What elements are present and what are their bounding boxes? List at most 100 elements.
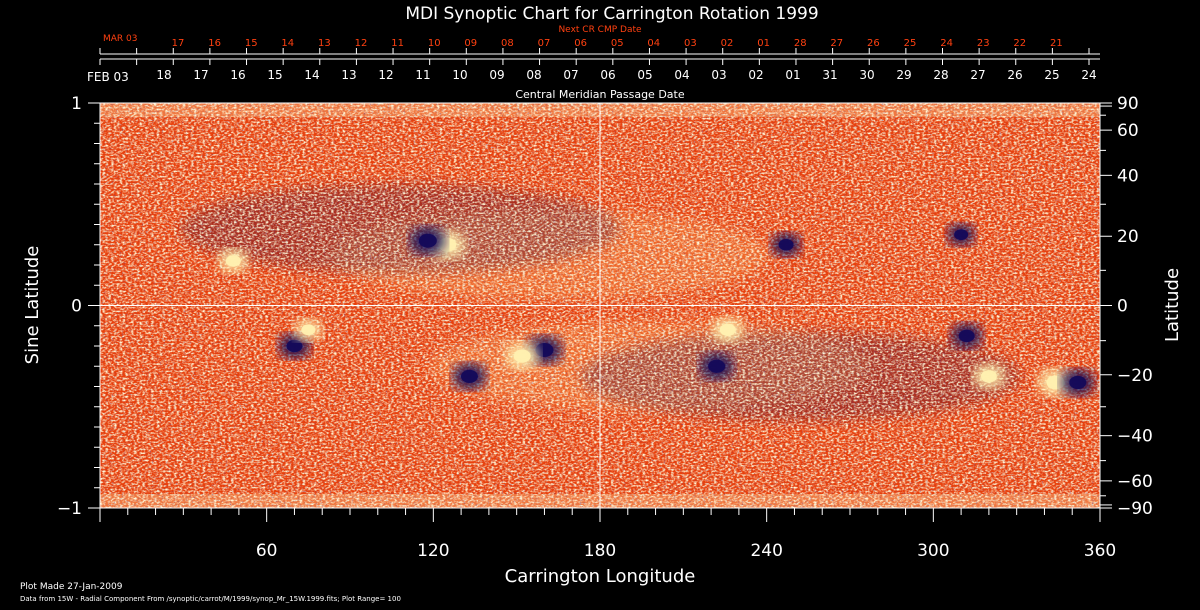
y-axis-right: 90 60 40 20 0 −20 −40 −60 −90 — [1100, 94, 1153, 519]
inner-day-label: 16 — [230, 68, 245, 82]
outer-day-label: 09 — [464, 38, 477, 49]
active-region-core — [460, 369, 478, 383]
inner-day-label: 25 — [1044, 68, 1059, 82]
active-region-core — [958, 329, 975, 343]
active-region-core — [513, 349, 531, 363]
inner-day-label: 05 — [637, 68, 652, 82]
inner-day-label: 09 — [489, 68, 504, 82]
y-right-tick-label: 40 — [1117, 166, 1139, 186]
inner-day-label: 02 — [748, 68, 763, 82]
outer-day-label: 23 — [977, 38, 990, 49]
inner-day-label: 08 — [526, 68, 541, 82]
outer-day-label: 12 — [355, 38, 368, 49]
inner-day-label: 14 — [304, 68, 319, 82]
x-tick-label: 120 — [417, 541, 449, 561]
outer-day-label: 16 — [208, 38, 221, 49]
inner-day-label: 15 — [267, 68, 282, 82]
inner-day-label: 29 — [896, 68, 911, 82]
outer-day-label: 08 — [501, 38, 514, 49]
x-axis-title: Carrington Longitude — [505, 566, 696, 587]
outer-day-label: 24 — [940, 38, 953, 49]
outer-day-label: 04 — [647, 38, 660, 49]
cmp-date-label: Central Meridian Passage Date — [515, 88, 684, 101]
inner-day-label: 18 — [156, 68, 171, 82]
top-date-axes: Next CR CMP Date MAR 03 FEB 03 Central M… — [87, 25, 1100, 101]
outer-day-label: 17 — [172, 38, 185, 49]
outer-day-label: 11 — [391, 38, 404, 49]
next-cmp-label: Next CR CMP Date — [558, 25, 642, 35]
outer-day-label: 02 — [721, 38, 734, 49]
inner-day-label: 04 — [674, 68, 689, 82]
data-source-label: Data from 15W - Radial Component From /s… — [20, 595, 401, 603]
y-right-tick-label: −60 — [1117, 472, 1153, 492]
y-right-tick-label: −40 — [1117, 427, 1153, 447]
outer-month-label: MAR 03 — [103, 34, 138, 44]
outer-day-label: 06 — [574, 38, 587, 49]
outer-day-label: 07 — [538, 38, 551, 49]
active-region-core — [286, 339, 303, 353]
x-axis: 60 120 180 240 300 360 — [99, 508, 1116, 561]
y-right-tick-label: 0 — [1117, 297, 1128, 317]
active-region-core — [1069, 375, 1087, 390]
active-region-core — [1046, 375, 1065, 390]
outer-day-label: 28 — [794, 38, 807, 49]
inner-day-label: 24 — [1081, 68, 1096, 82]
outer-day-label: 26 — [867, 38, 880, 49]
active-region-core — [708, 359, 726, 373]
active-region-core — [954, 229, 969, 241]
plot-made-label: Plot Made 27-Jan-2009 — [20, 582, 123, 592]
outer-day-label: 22 — [1013, 38, 1026, 49]
inner-day-label: 10 — [452, 68, 467, 82]
y-axis-title-left: Sine Latitude — [22, 246, 43, 365]
inner-day-label: 13 — [341, 68, 356, 82]
y-right-tick-label: −20 — [1117, 366, 1153, 386]
y-left-tick-label: −1 — [57, 499, 82, 519]
x-tick-label: 60 — [256, 541, 278, 561]
inner-day-label: 01 — [785, 68, 800, 82]
outer-day-label: 05 — [611, 38, 624, 49]
active-region-core — [225, 255, 241, 267]
inner-day-label: 27 — [970, 68, 985, 82]
y-right-tick-label: 20 — [1117, 227, 1139, 247]
inner-day-label: 11 — [415, 68, 430, 82]
outer-day-label: 01 — [757, 38, 770, 49]
active-region-core — [719, 323, 736, 336]
active-region-core — [778, 238, 794, 251]
inner-month-label: FEB 03 — [87, 70, 129, 84]
outer-day-label: 03 — [684, 38, 697, 49]
y-right-tick-label: −90 — [1117, 499, 1153, 519]
y-axis-left: 1 0 −1 — [57, 94, 100, 519]
y-axis-title-right: Latitude — [1162, 268, 1183, 342]
inner-day-label: 30 — [859, 68, 874, 82]
chart-title: MDI Synoptic Chart for Carrington Rotati… — [405, 4, 818, 24]
outer-day-label: 15 — [245, 38, 258, 49]
inner-day-label: 06 — [600, 68, 615, 82]
outer-day-label: 25 — [904, 38, 917, 49]
outer-day-label: 21 — [1050, 38, 1063, 49]
inner-day-label: 12 — [378, 68, 393, 82]
magnetogram-map — [99, 102, 1101, 509]
x-tick-label: 240 — [750, 541, 782, 561]
y-right-tick-label: 90 — [1117, 94, 1139, 114]
y-left-tick-label: 0 — [71, 297, 82, 317]
x-tick-label: 180 — [584, 541, 616, 561]
active-region-core — [980, 370, 997, 383]
active-region-core — [535, 343, 554, 358]
y-left-tick-label: 1 — [71, 94, 82, 114]
inner-day-label: 17 — [193, 68, 208, 82]
active-region-core — [418, 233, 437, 248]
y-right-tick-label: 60 — [1117, 121, 1139, 141]
inner-day-label: 31 — [822, 68, 837, 82]
outer-day-label: 14 — [281, 38, 294, 49]
outer-day-label: 13 — [318, 38, 331, 49]
active-region-core — [301, 324, 316, 336]
outer-day-label: 27 — [830, 38, 843, 49]
x-tick-label: 300 — [917, 541, 949, 561]
x-tick-label: 360 — [1084, 541, 1116, 561]
inner-day-label: 03 — [711, 68, 726, 82]
inner-day-label: 07 — [563, 68, 578, 82]
outer-day-label: 10 — [428, 38, 441, 49]
inner-day-label: 28 — [933, 68, 948, 82]
inner-day-label: 26 — [1007, 68, 1022, 82]
